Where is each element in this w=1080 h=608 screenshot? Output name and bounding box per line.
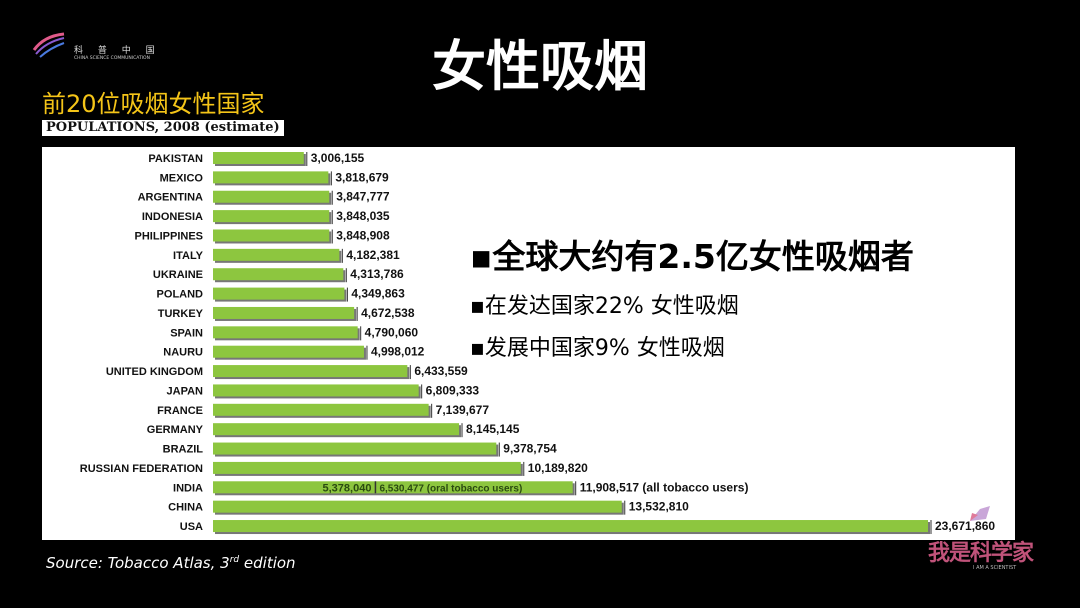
- logo-cn-text: 科 普 中 国: [74, 46, 161, 56]
- value-label: 10,189,820: [528, 461, 588, 475]
- source-sup: rd: [229, 555, 240, 565]
- bar: [213, 461, 521, 474]
- scientist-brand-logo: 我是科学家 I AM A SCIENTIST: [928, 505, 1038, 575]
- value-label: 7,139,677: [436, 403, 490, 417]
- bullet-list: ▪全球大约有2.5亿女性吸烟者 ▪在发达国家22% 女性吸烟 ▪发展中国家9% …: [470, 230, 914, 362]
- category-label: POLAND: [157, 289, 204, 301]
- category-label: NAURU: [163, 347, 203, 359]
- category-label: ITALY: [173, 250, 204, 262]
- bar: [213, 268, 344, 281]
- source-text: Source: Tobacco Atlas, 3: [46, 554, 230, 572]
- page-subtitle: 前20位吸烟女性国家: [42, 90, 265, 118]
- category-label: FRANCE: [157, 405, 203, 417]
- category-label: BRAZIL: [163, 444, 204, 456]
- butterfly-icon: [970, 506, 990, 521]
- bar: [213, 481, 573, 494]
- category-label: UKRAINE: [153, 269, 203, 281]
- category-label: RUSSIAN FEDERATION: [80, 463, 203, 475]
- logo-wave-icon: [32, 32, 65, 58]
- category-label: ARGENTINA: [138, 192, 203, 204]
- bullet-main: ▪全球大约有2.5亿女性吸烟者: [470, 237, 914, 276]
- category-label: GERMANY: [147, 424, 204, 436]
- value-label: 9,378,754: [503, 442, 557, 456]
- bar: [213, 190, 330, 203]
- value-label: 4,790,060: [365, 325, 419, 339]
- category-label: JAPAN: [167, 385, 204, 397]
- value-label: 23,671,860: [935, 519, 995, 533]
- bar: [213, 210, 330, 223]
- value-label: 3,847,777: [336, 190, 390, 204]
- logo-en-text: CHINA SCIENCE COMMUNICATION: [74, 56, 150, 61]
- bar: [213, 287, 345, 300]
- bar: [213, 520, 928, 533]
- category-label: PHILIPPINES: [135, 230, 203, 242]
- value-label: 3,848,035: [336, 209, 390, 223]
- bar: [213, 365, 408, 378]
- value-label: 8,145,145: [466, 422, 520, 436]
- brand-en-text: I AM A SCIENTIST: [973, 565, 1017, 571]
- value-label: 4,182,381: [346, 248, 400, 262]
- category-label: INDIA: [173, 482, 203, 494]
- bar: [213, 500, 622, 513]
- category-label: TURKEY: [158, 308, 204, 320]
- bar-chart: PAKISTAN 3,006,155 MEXICO 3,818,679 ARGENTIN…: [42, 147, 1015, 540]
- bar: [213, 345, 364, 358]
- bar: [213, 171, 329, 184]
- bar: [213, 423, 460, 436]
- source-note: Source: Tobacco Atlas, 3rd edition: [46, 554, 296, 572]
- chart-header: POPULATIONS, 2008 (estimate): [42, 120, 284, 136]
- india-oral-label: 6,530,477 (oral tobacco users): [379, 483, 522, 494]
- category-label: SPAIN: [170, 327, 203, 339]
- source-tail: edition: [239, 554, 296, 572]
- bar: [213, 248, 340, 261]
- bar: [213, 442, 497, 455]
- bar-chart-svg: PAKISTAN 3,006,155 MEXICO 3,818,679 ARGENTIN…: [80, 151, 995, 535]
- bar: [213, 384, 419, 397]
- value-label: 3,006,155: [311, 151, 365, 165]
- value-label: 6,433,559: [414, 364, 468, 378]
- category-label: INDONESIA: [142, 211, 203, 223]
- value-label: 3,818,679: [335, 170, 389, 184]
- brand-cn-text: 我是科学家: [928, 540, 1034, 566]
- bar: [213, 229, 330, 242]
- bar: [213, 152, 304, 164]
- category-label: MEXICO: [160, 172, 204, 184]
- bar: [213, 306, 355, 319]
- value-label: 4,313,786: [350, 267, 404, 281]
- value-label: 6,809,333: [426, 383, 480, 397]
- value-label: 11,908,517 (all tobacco users): [580, 480, 749, 494]
- value-label: 4,672,538: [361, 306, 415, 320]
- bar: [213, 403, 429, 416]
- category-label: PAKISTAN: [148, 153, 203, 165]
- bar: [213, 326, 358, 339]
- category-label: UNITED KINGDOM: [106, 366, 203, 378]
- category-label: USA: [180, 521, 203, 533]
- value-label: 13,532,810: [629, 500, 689, 514]
- category-label: CHINA: [168, 502, 203, 514]
- value-label: 4,349,863: [351, 287, 405, 301]
- china-science-logo: 科 普 中 国 CHINA SCIENCE COMMUNICATION: [32, 32, 172, 64]
- india-smokers-label: 5,378,040: [323, 482, 372, 494]
- bullet-item: ▪在发达国家22% 女性吸烟: [470, 294, 739, 319]
- value-label: 4,998,012: [371, 345, 425, 359]
- page-title: 女性吸烟: [432, 35, 648, 98]
- value-label: 3,848,908: [336, 228, 390, 242]
- bullet-item: ▪发展中国家9% 女性吸烟: [470, 336, 725, 361]
